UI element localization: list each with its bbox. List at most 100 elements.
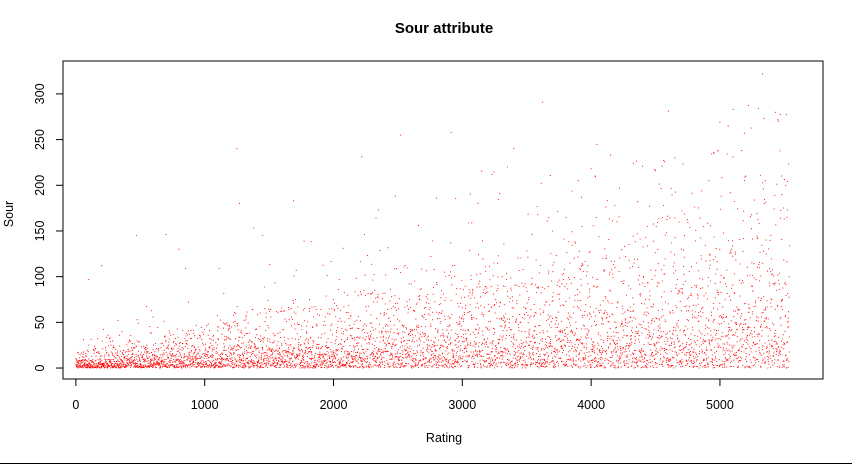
data-point (392, 343, 394, 345)
data-point (471, 222, 473, 224)
data-point (191, 362, 193, 364)
data-point (385, 351, 387, 353)
data-point (645, 314, 647, 316)
data-point (489, 342, 491, 344)
data-point (267, 340, 269, 342)
data-point (181, 362, 183, 364)
data-point (565, 216, 567, 218)
data-point (554, 348, 556, 351)
data-point (195, 358, 197, 360)
data-point (464, 285, 466, 287)
data-point (705, 349, 708, 351)
data-point (397, 362, 399, 364)
data-point (411, 329, 413, 331)
data-point (342, 330, 345, 333)
data-point (214, 362, 216, 364)
data-point (632, 357, 634, 359)
data-point (610, 335, 612, 338)
data-point (652, 223, 655, 225)
data-point (450, 342, 452, 345)
data-point (473, 357, 475, 360)
data-point (528, 354, 531, 356)
data-point (140, 351, 142, 353)
data-point (310, 358, 312, 360)
data-point (518, 349, 520, 352)
data-point (625, 351, 627, 353)
data-point (514, 347, 516, 349)
data-point (150, 359, 152, 361)
data-point (656, 285, 658, 287)
data-point (411, 355, 413, 357)
data-point (479, 351, 481, 353)
data-point (318, 365, 320, 367)
data-point (586, 351, 588, 354)
data-point (225, 339, 227, 341)
data-point (123, 362, 125, 364)
data-point (486, 365, 488, 367)
y-tick-label: 0 (33, 365, 47, 372)
data-point (328, 313, 331, 315)
data-point (577, 366, 579, 368)
data-point (391, 338, 393, 340)
data-point (363, 366, 365, 368)
data-point (91, 360, 93, 362)
data-point (304, 339, 306, 341)
data-point (614, 341, 616, 343)
data-point (672, 310, 674, 312)
data-point (278, 366, 280, 368)
data-point (507, 359, 509, 361)
data-point (697, 303, 699, 305)
data-point (243, 367, 245, 369)
data-point (246, 346, 248, 348)
data-point (605, 367, 607, 369)
data-point (659, 338, 661, 340)
data-point (301, 325, 303, 327)
data-point (461, 317, 463, 319)
data-point (266, 366, 269, 369)
data-point (310, 351, 312, 353)
data-point (283, 365, 286, 367)
data-point (370, 314, 372, 316)
data-point (461, 279, 463, 281)
data-point (378, 323, 381, 325)
data-point (667, 303, 669, 305)
data-point (663, 291, 665, 293)
data-point (306, 331, 308, 333)
data-point (300, 363, 302, 365)
data-point (228, 351, 230, 353)
data-point (297, 354, 299, 356)
data-point (686, 318, 688, 321)
data-point (462, 356, 464, 358)
data-point (146, 356, 148, 358)
data-point (700, 287, 702, 290)
data-point (525, 340, 527, 343)
data-point (603, 313, 605, 315)
data-point (622, 308, 624, 310)
data-point (669, 330, 671, 332)
data-point (423, 335, 425, 338)
data-point (429, 314, 431, 316)
data-point (581, 225, 583, 228)
data-point (619, 346, 621, 348)
data-point (331, 364, 334, 366)
data-point (687, 296, 690, 298)
data-point (603, 270, 605, 272)
data-point (300, 361, 302, 363)
data-point (471, 318, 473, 320)
data-point (205, 349, 207, 351)
data-point (630, 354, 632, 356)
data-point (95, 366, 97, 369)
data-point (85, 365, 87, 367)
data-point (271, 364, 273, 366)
data-point (541, 364, 543, 366)
data-point (580, 360, 582, 362)
data-point (426, 344, 428, 346)
data-point (124, 351, 126, 353)
data-point (703, 358, 705, 360)
data-point (525, 364, 527, 366)
data-point (419, 295, 421, 297)
data-point (711, 354, 713, 356)
data-point (79, 360, 81, 362)
data-point (695, 286, 697, 288)
data-point (135, 364, 137, 366)
